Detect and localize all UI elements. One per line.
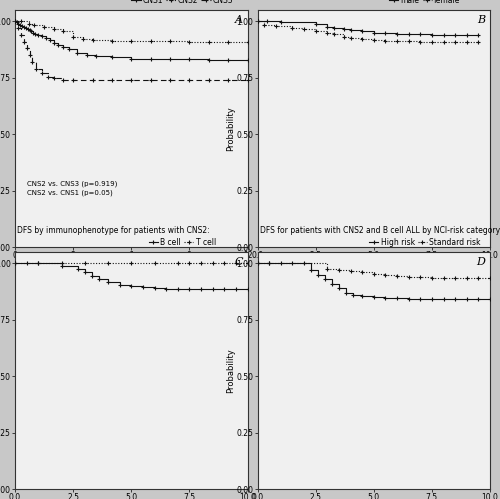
Text: D: D [476, 257, 486, 267]
Text: B: B [477, 15, 486, 25]
Legend: High risk, Standard risk: High risk, Standard risk [369, 238, 480, 247]
Text: C: C [234, 257, 243, 267]
Text: A: A [235, 15, 243, 25]
Y-axis label: Probability: Probability [226, 348, 235, 393]
Text: CNS2 vs. CNS3 (p=0.919)
CNS2 vs. CNS1 (p=0.05): CNS2 vs. CNS3 (p=0.919) CNS2 vs. CNS1 (p… [26, 181, 117, 196]
Legend: male, female: male, female [389, 0, 460, 5]
X-axis label: Time (years): Time (years) [105, 261, 158, 270]
Text: DFS for patients with CNS2 and B cell ALL by NCI-risk category:: DFS for patients with CNS2 and B cell AL… [260, 226, 500, 235]
Legend: B cell, T cell: B cell, T cell [149, 238, 216, 247]
Legend: CNS1, CNS2, CNS3: CNS1, CNS2, CNS3 [132, 0, 234, 5]
Y-axis label: Probability: Probability [226, 106, 235, 151]
X-axis label: Time (years): Time (years) [348, 261, 400, 270]
Text: DFS by immunophenotype for patients with CNS2:: DFS by immunophenotype for patients with… [18, 226, 210, 235]
